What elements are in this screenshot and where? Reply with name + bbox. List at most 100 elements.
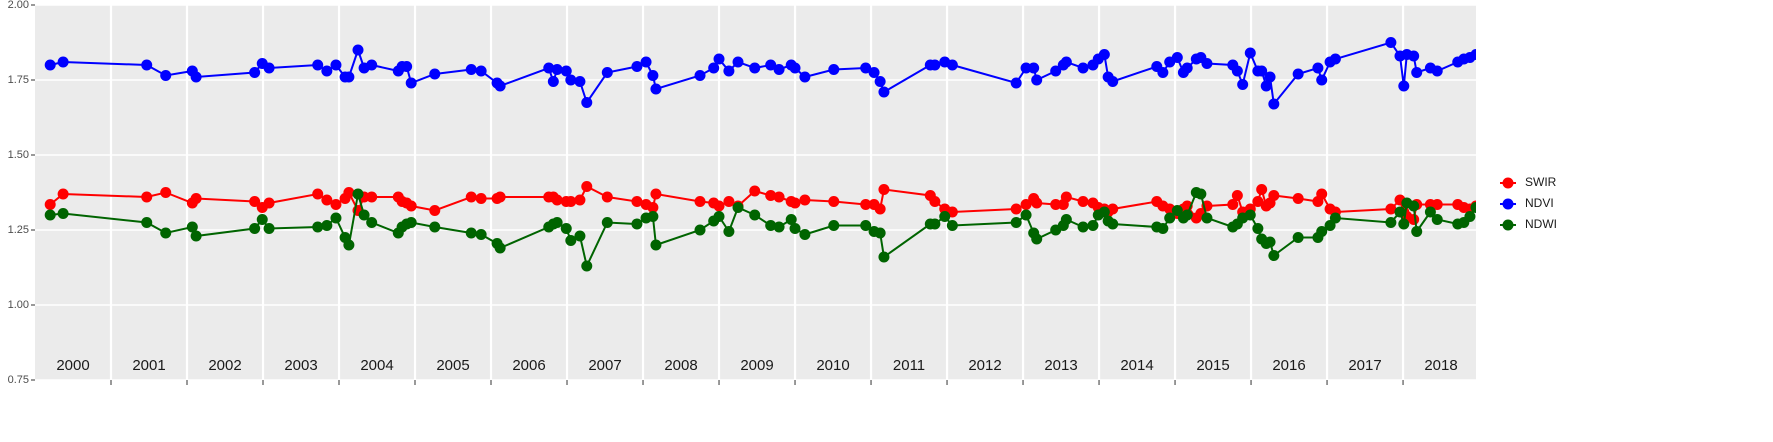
point [1268,190,1280,201]
point [263,197,275,209]
point [1227,199,1239,210]
point [574,76,586,87]
year-label: 2009 [740,357,773,374]
point [1107,203,1119,215]
point [1316,226,1328,237]
y-tick-label: 1.25 [8,224,29,236]
point [1424,206,1436,218]
point [405,77,417,89]
point [1408,50,1420,62]
point [1470,202,1476,213]
point [1431,65,1443,77]
point [1028,62,1040,74]
year-label: 2017 [1348,357,1381,374]
point [366,217,378,228]
point [723,226,735,237]
point [650,83,662,95]
point [1171,52,1183,63]
point [1201,212,1213,224]
point [330,212,342,224]
point [1031,197,1043,209]
point [321,65,333,77]
point [860,62,872,74]
point [1244,47,1256,59]
point [1098,49,1110,60]
point [1020,199,1032,210]
point [1231,190,1243,201]
point [565,196,577,207]
point [723,196,735,207]
axes: 0.75 1.00 1.25 1.50 1.75 2.00 2000 2001 2002 2003… [8,0,1458,386]
point [1316,188,1328,200]
point [874,76,886,87]
point [1268,250,1280,261]
year-label: 2001 [132,357,165,374]
point [878,86,890,98]
legend-label: NDWI [1525,217,1557,231]
point [713,53,725,65]
point [343,187,355,198]
year-label: 2016 [1272,357,1305,374]
year-label: 2008 [664,357,697,374]
point [1050,65,1062,77]
point [1264,236,1276,248]
point [429,68,441,80]
point [160,187,172,198]
year-label: 2002 [208,357,241,374]
legend-key [1502,219,1514,231]
point [160,70,172,81]
year-label: 2006 [512,357,545,374]
point [773,191,785,203]
point [330,199,342,210]
point [1252,196,1264,207]
point [732,56,744,68]
point [1164,212,1176,224]
y-tick-label: 1.50 [8,149,29,161]
point [878,184,890,195]
year-label: 2018 [1424,357,1457,374]
point [465,191,477,203]
point [650,239,662,251]
point [1077,62,1089,74]
point [551,194,563,206]
point [581,260,593,272]
point [929,196,941,207]
point [343,239,355,251]
point [321,194,333,206]
point [1098,206,1110,218]
point [581,97,593,108]
point [1398,218,1410,230]
point [352,44,364,56]
point [765,190,777,201]
point [749,209,761,221]
point [1171,205,1183,216]
point [631,61,643,72]
point [321,220,333,231]
year-label: 2007 [588,357,621,374]
point [1010,217,1022,228]
point [160,227,172,239]
point [601,67,613,78]
point [1020,62,1032,74]
point [186,221,198,233]
point [828,64,840,75]
point [547,76,559,87]
point [785,214,797,225]
point [312,221,324,233]
point [868,67,880,78]
point [1411,226,1423,237]
point [141,191,153,203]
point [1329,53,1341,65]
point [1264,71,1276,83]
point [574,194,586,206]
point [1385,37,1397,48]
point [860,220,872,231]
point [773,64,785,75]
point [475,65,487,77]
point [765,220,777,231]
point [551,217,563,228]
point [799,229,811,240]
point [44,209,56,221]
point [1087,220,1099,231]
point [946,220,958,231]
